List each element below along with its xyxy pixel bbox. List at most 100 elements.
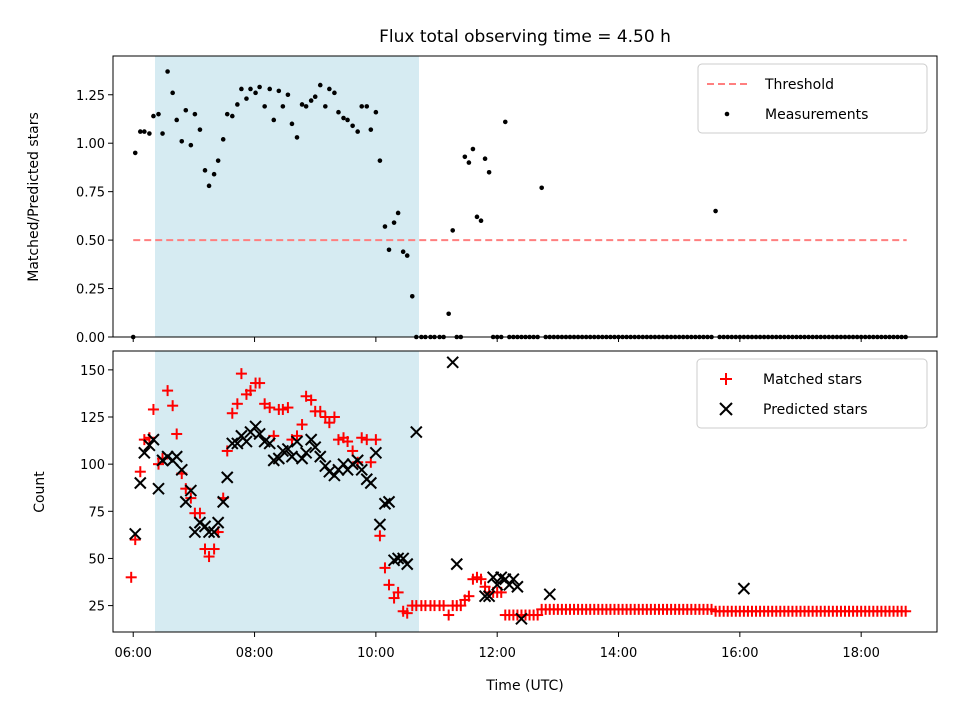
predicted-star-point — [170, 450, 183, 463]
measurement-point — [170, 90, 175, 96]
measurement-point — [341, 115, 346, 121]
measurement-point — [239, 86, 244, 92]
matched-star-point — [254, 377, 266, 389]
predicted-star-point — [351, 454, 364, 467]
measurement-point — [206, 183, 212, 189]
measurement-point — [482, 156, 488, 162]
measurement-point — [289, 121, 295, 127]
predicted-star-point — [221, 471, 234, 484]
matched-star-point — [134, 466, 146, 478]
predicted-star-point — [207, 525, 221, 539]
measurement-point — [267, 86, 273, 92]
matched-star-point — [203, 551, 215, 563]
observing-span-bottom — [155, 351, 419, 632]
y-tick-label: 25 — [88, 600, 105, 615]
measurement-point — [156, 111, 161, 117]
matched-star-point — [129, 534, 141, 546]
predicted-star-point — [511, 580, 524, 593]
predicted-star-point — [355, 463, 368, 477]
matched-star-point — [143, 432, 155, 444]
legend-box-top — [697, 63, 928, 134]
measurement-point — [280, 104, 286, 109]
measurement-point — [350, 123, 355, 129]
predicted-star-point — [328, 469, 341, 482]
matched-star-point — [147, 403, 159, 415]
measurement-point — [359, 104, 365, 109]
measurement-point — [450, 228, 456, 233]
matched-star-point — [383, 579, 395, 591]
predicted-star-point — [226, 437, 239, 450]
matched-star-point — [475, 573, 487, 585]
matched-star-point — [323, 417, 335, 429]
predicted-star-point — [450, 557, 463, 571]
y-axis-label-bottom: Count — [32, 471, 48, 513]
predicted-star-point — [382, 495, 396, 509]
matched-star-point — [282, 402, 294, 414]
measurement-point — [474, 214, 480, 220]
plot-frame-top — [112, 55, 938, 338]
predicted-star-point — [198, 520, 212, 533]
measurement-point — [308, 98, 314, 103]
predicted-legend-label: Predicted stars — [763, 402, 868, 418]
x-tick-label: 12:00 — [478, 646, 515, 661]
predicted-star-point — [129, 527, 142, 541]
predicted-star-point — [143, 439, 156, 452]
measurement-point — [303, 104, 309, 109]
y-axis-label-top: Matched/Predicted stars — [26, 112, 42, 282]
measurement-point — [165, 69, 170, 74]
matched-star-point — [235, 368, 247, 380]
legend-box-bottom — [696, 358, 928, 429]
predicted-star-point — [737, 582, 751, 595]
measurement-point — [539, 185, 544, 191]
predicted-star-point — [138, 446, 151, 460]
y-tick-label: 0.25 — [76, 283, 105, 298]
predicted-star-point — [515, 612, 528, 626]
matched-star-point — [231, 398, 243, 410]
matched-star-point — [463, 590, 475, 602]
x-tick-label: 08:00 — [236, 646, 273, 661]
measurement-point — [466, 160, 472, 165]
predicted-star-point — [482, 589, 496, 603]
matched-star-point — [328, 411, 340, 423]
predicted-star-point — [309, 440, 322, 454]
predicted-star-point — [240, 435, 253, 448]
panel-ratio: 0.00 0.25 0.50 0.75 1.00 1.25 Matched/Predict… — [26, 55, 938, 346]
measurement-point — [179, 138, 185, 144]
matched-star-point — [356, 432, 368, 444]
matched-star-point — [296, 419, 308, 431]
measurement-point — [386, 247, 392, 253]
predicted-star-point — [304, 433, 318, 446]
measurement-point — [327, 86, 332, 92]
predicted-star-point — [147, 433, 160, 446]
x-axis-ticks-top — [132, 337, 862, 342]
measurement-point — [285, 92, 291, 98]
measurement-point — [462, 154, 468, 160]
predicted-star-point — [507, 572, 520, 586]
measurement-point — [336, 109, 341, 115]
measurement-point — [395, 210, 401, 216]
predicted-star-point — [134, 476, 147, 490]
measurement-point — [235, 102, 240, 107]
matched-star-point — [379, 562, 391, 574]
y-tick-label: 0.50 — [76, 234, 105, 249]
matched-legend-marker — [720, 373, 732, 385]
measurement-point — [151, 113, 156, 119]
matched-star-point — [374, 530, 386, 542]
predicted-star-point — [396, 552, 410, 565]
matched-star-point — [125, 571, 137, 583]
measurement-point — [137, 129, 143, 134]
predicted-star-point — [152, 482, 165, 495]
matched-star-point — [226, 407, 238, 419]
measurement-point — [391, 220, 397, 225]
x-tick-label: 14:00 — [600, 646, 637, 661]
measurement-point — [192, 111, 198, 117]
matched-star-point — [388, 592, 400, 604]
matched-star-point — [479, 581, 491, 593]
legend-top: Threshold Measurements — [697, 63, 928, 134]
measurement-point — [132, 150, 138, 156]
predicted-star-point — [263, 437, 276, 450]
matched-star-point — [305, 394, 317, 406]
matched-star-point — [291, 430, 303, 442]
predicted-star-point — [285, 450, 299, 463]
measurement-point — [355, 129, 360, 134]
